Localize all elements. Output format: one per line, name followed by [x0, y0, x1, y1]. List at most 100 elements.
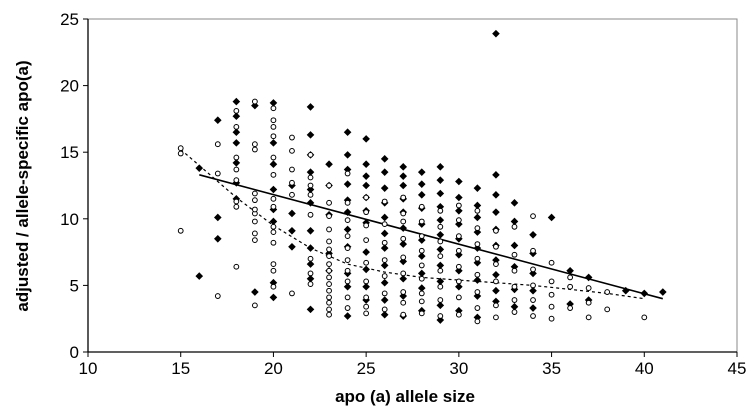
- circle-point: [548, 291, 555, 298]
- circle-point: [418, 290, 425, 297]
- diamond-point: [436, 261, 445, 270]
- diamond-point: [288, 242, 296, 251]
- circle-point: [400, 194, 407, 201]
- circle-point: [344, 267, 351, 274]
- diamond-point: [195, 272, 204, 280]
- diamond-point: [473, 258, 482, 267]
- circle-point: [400, 311, 407, 318]
- circle-point: [493, 243, 499, 250]
- circle-point: [307, 182, 314, 189]
- diamond-point: [380, 229, 389, 238]
- diamond-point: [436, 163, 445, 171]
- diamond-point: [362, 282, 370, 291]
- circle-point: [530, 282, 536, 289]
- circle-point: [548, 315, 555, 322]
- circle-point: [418, 218, 425, 225]
- circle-point: [270, 171, 277, 178]
- diamond-point: [343, 225, 352, 234]
- circle-point: [270, 195, 277, 202]
- circle-point: [344, 294, 351, 301]
- circle-point: [344, 245, 351, 252]
- diamond-point: [473, 184, 482, 192]
- y-axis-title: adjusted / allele-specific apo(a): [13, 60, 32, 311]
- diamond-point: [473, 213, 482, 222]
- diamond-point: [399, 240, 408, 248]
- circle-point: [455, 217, 462, 224]
- circle-point: [493, 314, 499, 321]
- circle-point: [511, 283, 518, 290]
- diamond-point: [343, 180, 352, 188]
- circle-point: [363, 209, 370, 216]
- diamond-point: [417, 252, 426, 260]
- circle-point: [233, 154, 240, 161]
- diamond-point: [269, 160, 278, 168]
- circle-point: [511, 251, 518, 258]
- diamond-point: [214, 213, 222, 222]
- diamond-point: [306, 260, 315, 268]
- circle-point: [251, 302, 258, 309]
- circle-point: [474, 305, 481, 311]
- circle-point: [270, 154, 277, 161]
- circle-point: [474, 241, 481, 248]
- circle-point: [437, 267, 444, 274]
- circle-point: [251, 190, 258, 197]
- diamond-point: [529, 269, 537, 278]
- diamond-point: [232, 159, 241, 167]
- y-tick-label: 15: [60, 143, 79, 162]
- diamond-point: [269, 293, 278, 302]
- x-axis-title: apo (a) allele size: [335, 387, 475, 406]
- diamond-point: [380, 310, 389, 319]
- circle-point: [455, 233, 462, 240]
- circle-point: [326, 281, 332, 287]
- x-axis: 10 15 20 25 30 35 40 45: [79, 351, 746, 378]
- linear-fit-line: [199, 174, 664, 300]
- circle-point: [530, 313, 536, 319]
- y-axis: 0 5 10 15 20 25: [60, 10, 89, 362]
- circle-point: [363, 310, 370, 317]
- diamond-point: [473, 276, 482, 284]
- circle-point: [437, 207, 444, 214]
- circle-point: [474, 255, 481, 262]
- circle-point: [289, 166, 295, 173]
- diamond-point: [529, 230, 537, 239]
- circle-point: [251, 218, 258, 225]
- diamond-point: [380, 244, 389, 252]
- circle-point: [418, 298, 425, 305]
- circle-point: [344, 217, 351, 224]
- diamond-point: [325, 160, 333, 168]
- circle-point: [437, 253, 444, 259]
- circle-point: [511, 267, 518, 274]
- diamond-point: [455, 177, 463, 186]
- circle-point: [344, 233, 351, 240]
- circle-point: [363, 259, 370, 266]
- diamond-point: [269, 278, 278, 287]
- diamond-point: [195, 164, 204, 172]
- circle-point: [437, 238, 444, 245]
- diamond-point: [547, 213, 556, 222]
- circle-point: [363, 237, 370, 244]
- diamond-point: [380, 213, 389, 222]
- diamond-point: [417, 269, 426, 278]
- circle-point: [326, 253, 332, 259]
- circle-point: [289, 147, 295, 154]
- circle-point: [548, 303, 555, 310]
- y-tick-label: 20: [60, 77, 79, 96]
- circle-point: [233, 203, 240, 210]
- diamond-point: [399, 224, 408, 232]
- circle-point: [251, 237, 258, 244]
- circle-point: [604, 289, 611, 295]
- circle-point: [400, 235, 407, 242]
- diamond-point: [399, 172, 408, 180]
- circle-point: [437, 283, 444, 290]
- circle-point: [493, 278, 499, 285]
- circle-point: [251, 141, 258, 148]
- circle-point: [493, 302, 499, 309]
- diamond-point: [232, 128, 241, 137]
- plot-area-border: [87, 18, 738, 353]
- circle-point: [326, 226, 332, 233]
- circle-point: [270, 223, 277, 230]
- circle-point: [270, 261, 277, 267]
- circle-point: [363, 194, 370, 201]
- circle-point: [400, 210, 407, 217]
- circle-point: [381, 221, 388, 228]
